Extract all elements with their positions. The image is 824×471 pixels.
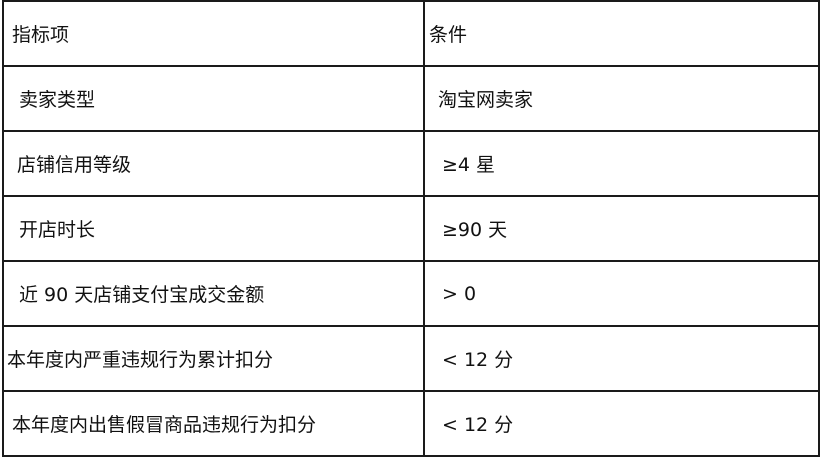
condition-cell: ≥90 天 bbox=[423, 195, 820, 262]
indicator-cell: 店铺信用等级 bbox=[2, 130, 425, 197]
indicator-cell: 卖家类型 bbox=[2, 65, 425, 132]
condition-cell: 淘宝网卖家 bbox=[423, 65, 820, 132]
table-row: 本年度内严重违规行为累计扣分 < 12 分 bbox=[2, 325, 820, 392]
indicator-cell: 本年度内严重违规行为累计扣分 bbox=[2, 325, 425, 392]
table-row: 店铺信用等级 ≥4 星 bbox=[2, 130, 820, 197]
table-row: 开店时长 ≥90 天 bbox=[2, 195, 820, 262]
table-header-row: 指标项 条件 bbox=[2, 0, 820, 67]
condition-cell: < 12 分 bbox=[423, 390, 820, 457]
header-condition: 条件 bbox=[423, 0, 820, 67]
criteria-table: 指标项 条件 卖家类型 淘宝网卖家 店铺信用等级 ≥4 星 开店时长 ≥90 天… bbox=[2, 0, 820, 457]
indicator-cell: 近 90 天店铺支付宝成交金额 bbox=[2, 260, 425, 327]
condition-cell: ≥4 星 bbox=[423, 130, 820, 197]
condition-cell: > 0 bbox=[423, 260, 820, 327]
condition-cell: < 12 分 bbox=[423, 325, 820, 392]
table-row: 卖家类型 淘宝网卖家 bbox=[2, 65, 820, 132]
table-row: 本年度内出售假冒商品违规行为扣分 < 12 分 bbox=[2, 390, 820, 457]
indicator-cell: 开店时长 bbox=[2, 195, 425, 262]
indicator-cell: 本年度内出售假冒商品违规行为扣分 bbox=[2, 390, 425, 457]
header-indicator: 指标项 bbox=[2, 0, 425, 67]
table-row: 近 90 天店铺支付宝成交金额 > 0 bbox=[2, 260, 820, 327]
